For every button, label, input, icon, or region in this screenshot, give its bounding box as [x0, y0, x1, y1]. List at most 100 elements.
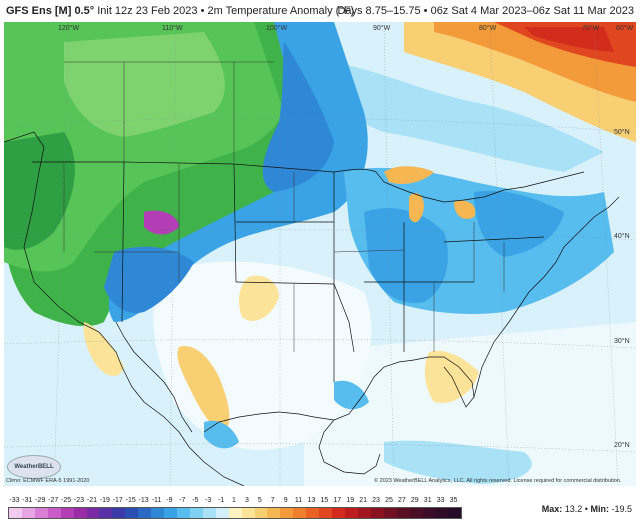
colorbar-swatch	[306, 508, 320, 518]
weatherbell-logo: WeatherBELL	[7, 455, 61, 479]
colorbar-tick-label: -5	[192, 497, 199, 504]
colorbar-swatch	[370, 508, 384, 518]
colorbar-tick-label: 23	[372, 497, 380, 504]
colorbar-tick-label: -21	[86, 497, 97, 504]
max-label: Max:	[541, 504, 563, 514]
colorbar-swatch	[138, 508, 152, 518]
lat-label-50n: 50°N	[614, 129, 630, 136]
colorbar-swatch	[189, 508, 203, 518]
colorbar-swatch	[151, 508, 165, 518]
colorbar-swatch	[215, 508, 229, 518]
lat-label-40n: 40°N	[614, 233, 630, 240]
lon-label-100w: 100°W	[266, 25, 288, 32]
colorbar-swatch	[9, 508, 22, 518]
colorbar-tick-label: -7	[179, 497, 186, 504]
colorbar-swatch	[422, 508, 436, 518]
max-value: 13.2	[564, 504, 583, 514]
temperature-anomaly-map: 120°W 110°W 100°W 90°W 80°W 70°W 60°W 50…	[4, 22, 636, 486]
colorbar-swatch	[228, 508, 242, 518]
colorbar-tick-label: 33	[436, 497, 445, 504]
colorbar-tick-label: -15	[125, 497, 136, 504]
colorbar-tick-label: 1	[232, 497, 236, 504]
colorbar-swatch	[357, 508, 371, 518]
colorbar-swatch	[383, 508, 397, 518]
colorbar-swatch	[319, 508, 333, 518]
lat-label-20n: 20°N	[614, 442, 630, 449]
min-value: -19.5	[611, 504, 632, 514]
colorbar-tick-label: -3	[205, 497, 212, 504]
colorbar-swatch	[86, 508, 100, 518]
colorbar-swatch	[47, 508, 61, 518]
colorbar-tick-labels: -33 -31 -29 -27 -25 -23 -21 -19 -17 -15 -13 -11 -9 -7…	[4, 497, 464, 507]
colorbar-tick-label: 9	[283, 497, 288, 504]
field-name: 2m Temperature Anomaly (°F)	[207, 5, 355, 17]
colorbar-tick-label: 3	[244, 497, 249, 504]
colorbar-tick-label: -1	[217, 497, 225, 504]
lon-label-90w: 90°W	[373, 25, 391, 32]
colorbar-tick-label: 21	[359, 497, 368, 504]
colorbar-swatch	[34, 508, 48, 518]
copyright-note: © 2023 WeatherBELL Analytics, LLC. All r…	[374, 478, 622, 484]
min-label: Min:	[590, 504, 609, 514]
colorbar-tick-label: 35	[449, 497, 458, 504]
colorbar-tick-label: -31	[22, 497, 33, 504]
colorbar-tick-label: -23	[73, 497, 85, 504]
colorbar-tick-label: 31	[423, 497, 432, 504]
colorbar-tick-label: -13	[138, 497, 149, 504]
colorbar-swatch	[125, 508, 139, 518]
colorbar-swatch	[396, 508, 410, 518]
colorbar-swatch	[254, 508, 268, 518]
colorbar-tick-label: 13	[307, 497, 316, 504]
colorbar-swatch	[344, 508, 358, 518]
title-separator: •	[200, 5, 205, 17]
colorbar-swatch	[332, 508, 345, 518]
colorbar-swatch	[409, 508, 423, 518]
colorbar-swatch	[267, 508, 281, 518]
colorbar-swatch	[112, 508, 126, 518]
colorbar-tick-label: -25	[61, 497, 72, 504]
colorbar-tick-label: -27	[48, 497, 59, 504]
colorbar-tick-label: 27	[397, 497, 406, 504]
colorbar-tick-label: 5	[257, 497, 262, 504]
lon-label-110w: 110°W	[162, 25, 183, 32]
colorbar-tick-label: 29	[410, 497, 419, 504]
valid-period: Days 8.75–15.75 • 06z Sat 4 Mar 2023–06z…	[337, 5, 634, 17]
lon-label-120w: 120°W	[58, 25, 80, 32]
stats-separator: •	[584, 504, 588, 514]
colorbar-swatch	[21, 508, 35, 518]
colorbar-swatch	[293, 508, 307, 518]
colorbar-tick-label: -9	[166, 497, 173, 504]
lon-label-80w: 80°W	[479, 25, 497, 32]
lat-label-30n: 30°N	[614, 338, 630, 345]
colorbar-swatch	[241, 508, 255, 518]
map-header: GFS Ens [M] 0.5° Init 12z 23 Feb 2023 • …	[0, 0, 640, 22]
map-title: GFS Ens [M] 0.5° Init 12z 23 Feb 2023 • …	[6, 5, 354, 17]
colorbar-tick-label: -33	[9, 497, 20, 504]
colorbar-swatch	[60, 508, 74, 518]
colorbar-tick-label: -17	[112, 497, 123, 504]
colorbar-tick-label: -11	[151, 497, 162, 504]
map-canvas	[4, 22, 636, 486]
colorbar-tick-label: 25	[385, 497, 393, 504]
init-time: Init 12z 23 Feb 2023	[97, 5, 198, 17]
colorbar-swatch	[99, 508, 113, 518]
colorbar-tick-label: -19	[99, 497, 110, 504]
colorbar-swatch	[448, 508, 462, 518]
colorbar-swatch	[73, 508, 87, 518]
colorbar-swatch	[164, 508, 177, 518]
colorbar-swatch	[176, 508, 190, 518]
lon-label-60w: 60°W	[616, 25, 634, 32]
colorbar-swatch	[280, 508, 294, 518]
colorbar-tick-label: 11	[294, 497, 303, 504]
colorbar-swatch	[202, 508, 216, 518]
colorbar	[8, 507, 462, 519]
lon-label-70w: 70°W	[582, 25, 600, 32]
colorbar-tick-label: -29	[35, 497, 46, 504]
model-name: GFS Ens [M] 0.5°	[6, 5, 95, 17]
colorbar-tick-label: 17	[333, 497, 342, 504]
climatology-note: Climo: ECMWF ERA-5 1991-2020	[6, 478, 90, 484]
colorbar-tick-label: 19	[346, 497, 355, 504]
max-min-stats: Max: 13.2 • Min: -19.5	[542, 504, 632, 514]
colorbar-tick-label: 7	[270, 497, 275, 504]
colorbar-tick-label: 15	[320, 497, 329, 504]
